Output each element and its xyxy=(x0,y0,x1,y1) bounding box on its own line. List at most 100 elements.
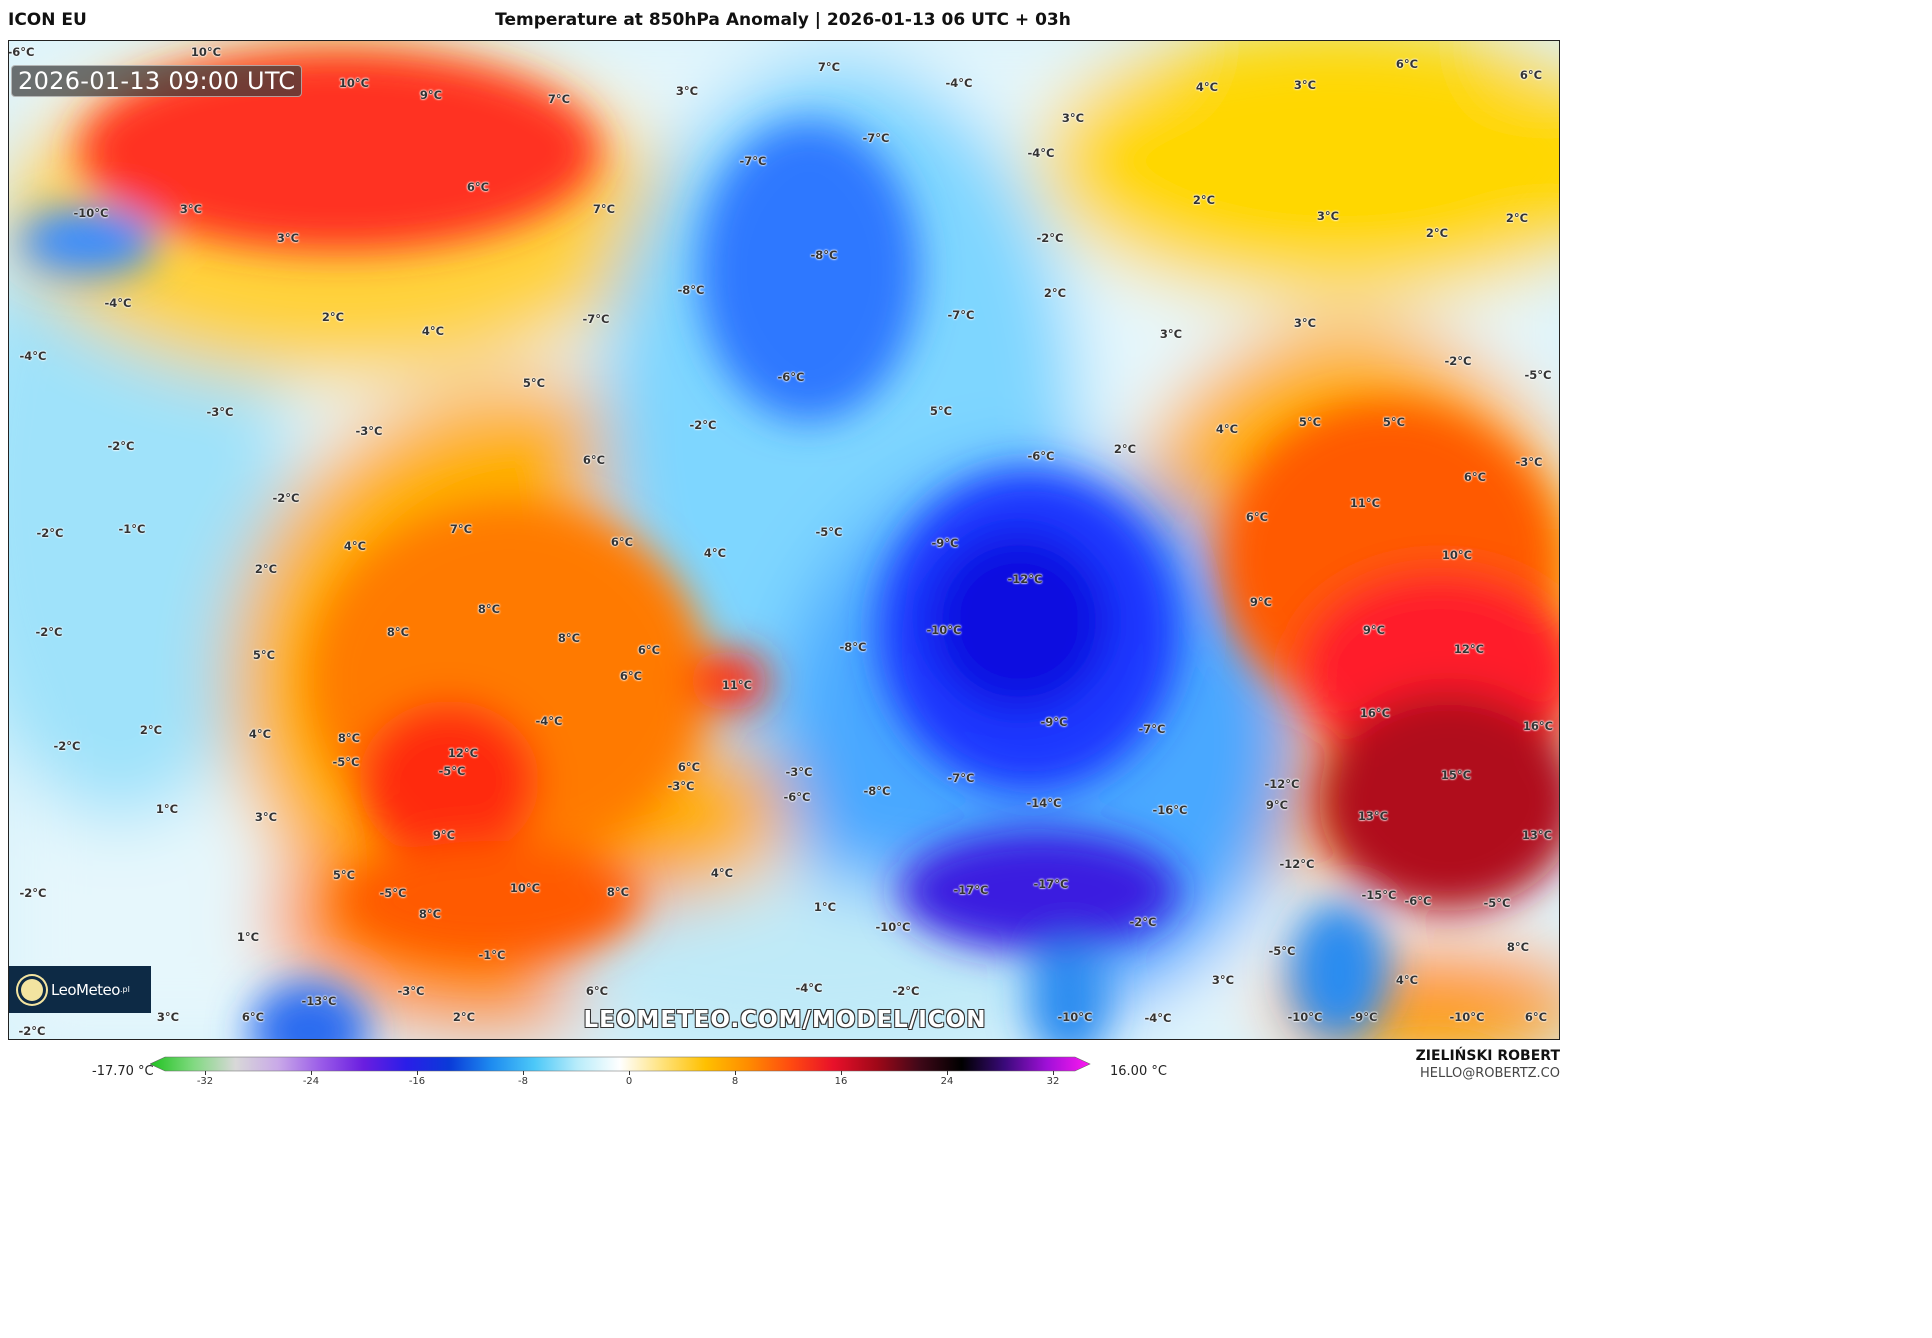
colorbar-tick-mark xyxy=(523,1071,524,1075)
temperature-label: 7°C xyxy=(449,522,473,536)
temperature-label: -12°C xyxy=(1007,572,1043,586)
temperature-label: -7°C xyxy=(947,308,975,322)
temperature-label: -2°C xyxy=(18,1024,46,1038)
temperature-label: 8°C xyxy=(557,631,581,645)
temperature-label: -7°C xyxy=(947,771,975,785)
temperature-label: 2°C xyxy=(321,310,345,324)
anomaly-map: 10°C 9°C 7°C 3°C 7°C -4°C 4°C 3°C 6°C 6°C -6°C 10°C… xyxy=(8,40,1560,1040)
temperature-label: 9°C xyxy=(1362,623,1386,637)
temperature-label: -5°C xyxy=(815,525,843,539)
temperature-label: -2°C xyxy=(35,625,63,639)
temperature-label: 3°C xyxy=(675,84,699,98)
author-email[interactable]: HELLO@ROBERTZ.CO xyxy=(1419,1066,1560,1081)
temperature-label: 9°C xyxy=(419,88,443,102)
temperature-label: 6°C xyxy=(1524,1010,1548,1024)
temperature-label: -2°C xyxy=(107,439,135,453)
temperature-label: 6°C xyxy=(677,760,701,774)
temperature-label: -3°C xyxy=(397,984,425,998)
temperature-label: 4°C xyxy=(1395,973,1419,987)
temperature-label: 6°C xyxy=(1395,57,1419,71)
colorbar-max-label: 16.00 °C xyxy=(1110,1064,1167,1079)
temperature-label: -12°C xyxy=(1264,777,1300,791)
temperature-label: -4°C xyxy=(19,349,47,363)
colorbar-tick-label: 24 xyxy=(940,1076,954,1087)
temperature-label: -13°C xyxy=(301,994,337,1008)
temperature-label: -6°C xyxy=(777,370,805,384)
temperature-label: 4°C xyxy=(710,866,734,880)
temperature-label: -12°C xyxy=(1279,857,1315,871)
temperature-label: 8°C xyxy=(477,602,501,616)
temperature-label: 8°C xyxy=(337,731,361,745)
sun-icon xyxy=(21,978,43,1001)
temperature-label: 5°C xyxy=(1298,415,1322,429)
temperature-label: 1°C xyxy=(155,802,179,816)
temperature-label: -6°C xyxy=(1027,449,1055,463)
temperature-label: 11°C xyxy=(1349,496,1381,510)
temperature-label: 15°C xyxy=(1440,768,1472,782)
temperature-label: 7°C xyxy=(592,202,616,216)
temperature-label: 6°C xyxy=(610,535,634,549)
temperature-label: 4°C xyxy=(1195,80,1219,94)
temperature-label: 7°C xyxy=(817,60,841,74)
temperature-label: 6°C xyxy=(1245,510,1269,524)
temperature-label: 4°C xyxy=(703,546,727,560)
colorbar-bar xyxy=(150,1056,1091,1072)
temperature-label: -6°C xyxy=(783,790,811,804)
temperature-label: -17°C xyxy=(953,883,989,897)
temperature-label: 3°C xyxy=(1293,316,1317,330)
temperature-label: 10°C xyxy=(338,76,370,90)
temperature-label: 3°C xyxy=(1159,327,1183,341)
temperature-label: 3°C xyxy=(254,810,278,824)
temperature-label: -2°C xyxy=(1444,354,1472,368)
temperature-label: 1°C xyxy=(236,930,260,944)
colorbar-tick-label: 16 xyxy=(834,1076,848,1087)
colorbar-tick-mark xyxy=(1053,1071,1054,1075)
temperature-label: 5°C xyxy=(332,868,356,882)
colorbar-tick-mark xyxy=(841,1071,842,1075)
colorbar-tick-label: -16 xyxy=(408,1076,426,1087)
temperature-label: 6°C xyxy=(1519,68,1543,82)
temperature-label: 16°C xyxy=(1522,719,1554,733)
colorbar-tick-label: -8 xyxy=(518,1076,528,1087)
temperature-label: -2°C xyxy=(53,739,81,753)
temperature-label: 3°C xyxy=(179,202,203,216)
temperature-label: 13°C xyxy=(1521,828,1553,842)
temperature-label: 8°C xyxy=(418,907,442,921)
temperature-label: -5°C xyxy=(379,886,407,900)
temperature-label: 2°C xyxy=(1192,193,1216,207)
temperature-label: -4°C xyxy=(795,981,823,995)
temperature-label: 2°C xyxy=(1425,226,1449,240)
temperature-label: 13°C xyxy=(1357,809,1389,823)
leometeo-logo[interactable]: LeoMeteo .pl xyxy=(9,966,151,1013)
temperature-label: -4°C xyxy=(945,76,973,90)
temperature-label: 6°C xyxy=(466,180,490,194)
temperature-label: 6°C xyxy=(582,453,606,467)
temperature-label: 3°C xyxy=(1316,209,1340,223)
temperature-label: 1°C xyxy=(813,900,837,914)
temperature-label: -4°C xyxy=(104,296,132,310)
temperature-label: -2°C xyxy=(36,526,64,540)
temperature-label: -15°C xyxy=(1361,888,1397,902)
temperature-label: -8°C xyxy=(839,640,867,654)
temperature-label: -7°C xyxy=(739,154,767,168)
colorbar-min-label: -17.70 °C xyxy=(92,1064,154,1079)
temperature-label: -9°C xyxy=(931,536,959,550)
temperature-label: -16°C xyxy=(1152,803,1188,817)
temperature-label: 4°C xyxy=(421,324,445,338)
temperature-label: 6°C xyxy=(585,984,609,998)
temperature-label: 5°C xyxy=(929,404,953,418)
temperature-label: -1°C xyxy=(118,522,146,536)
chart-title: Temperature at 850hPa Anomaly | 2026-01-… xyxy=(495,10,1071,30)
temperature-label: -9°C xyxy=(1040,715,1068,729)
temperature-label: -6°C xyxy=(1404,894,1432,908)
temperature-label: -3°C xyxy=(667,779,695,793)
temperature-label: -5°C xyxy=(1268,944,1296,958)
colorbar-tick-mark xyxy=(947,1071,948,1075)
temperature-label: -14°C xyxy=(1026,796,1062,810)
temperature-label: -3°C xyxy=(1515,455,1543,469)
temperature-label: -4°C xyxy=(1144,1011,1172,1025)
temperature-label: 4°C xyxy=(248,727,272,741)
temperature-label: 6°C xyxy=(1463,470,1487,484)
temperature-label: -7°C xyxy=(582,312,610,326)
temperature-label: 10°C xyxy=(509,881,541,895)
